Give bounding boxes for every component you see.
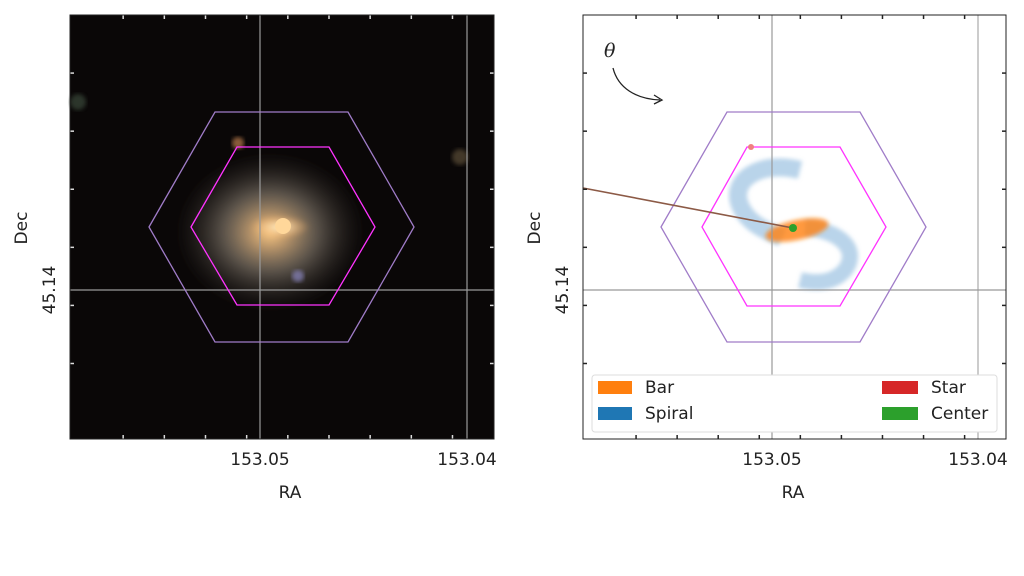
theta-label: θ xyxy=(604,40,616,62)
inner-hexagon xyxy=(701,146,887,307)
inner-hexagon xyxy=(190,146,376,306)
legend-swatch-spiral xyxy=(598,407,632,420)
outer-hexagon xyxy=(148,111,415,343)
tick-marks xyxy=(70,15,494,439)
y-tick-label: 45.14 xyxy=(40,266,60,315)
legend-swatch-bar xyxy=(598,381,632,394)
star-marker xyxy=(748,144,754,150)
x-tick-label: 153.05 xyxy=(230,450,289,470)
x-tick-label: 153.04 xyxy=(437,450,496,470)
legend-label-star: Star xyxy=(931,378,966,398)
outer-hexagon xyxy=(660,111,927,343)
legend: Bar Spiral Star Center xyxy=(591,374,998,433)
theta-line xyxy=(582,187,794,229)
right-panel: θ Bar Spiral Star Center 153.05 153.04 4… xyxy=(525,14,1008,503)
y-axis-label: Dec xyxy=(12,212,32,245)
y-tick-label: 45.14 xyxy=(553,266,573,315)
x-tick-label: 153.04 xyxy=(948,450,1007,470)
x-tick-label: 153.05 xyxy=(742,450,801,470)
legend-swatch-center xyxy=(882,407,918,420)
legend-label-bar: Bar xyxy=(645,378,674,398)
y-axis-label: Dec xyxy=(525,212,545,245)
left-panel: 153.05 153.04 45.14 RA Dec xyxy=(12,14,497,503)
bar-heatmap xyxy=(765,218,829,242)
tick-marks xyxy=(583,15,1006,439)
galaxy-image xyxy=(70,94,468,312)
x-axis-label: RA xyxy=(279,483,302,503)
legend-swatch-star xyxy=(882,381,918,394)
rotation-arrow-icon xyxy=(612,67,661,101)
legend-label-spiral: Spiral xyxy=(645,404,693,424)
axes-frame xyxy=(69,14,495,440)
legend-label-center: Center xyxy=(931,404,988,424)
axes-frame xyxy=(582,14,1007,440)
center-marker xyxy=(789,224,797,232)
x-axis-label: RA xyxy=(782,483,805,503)
